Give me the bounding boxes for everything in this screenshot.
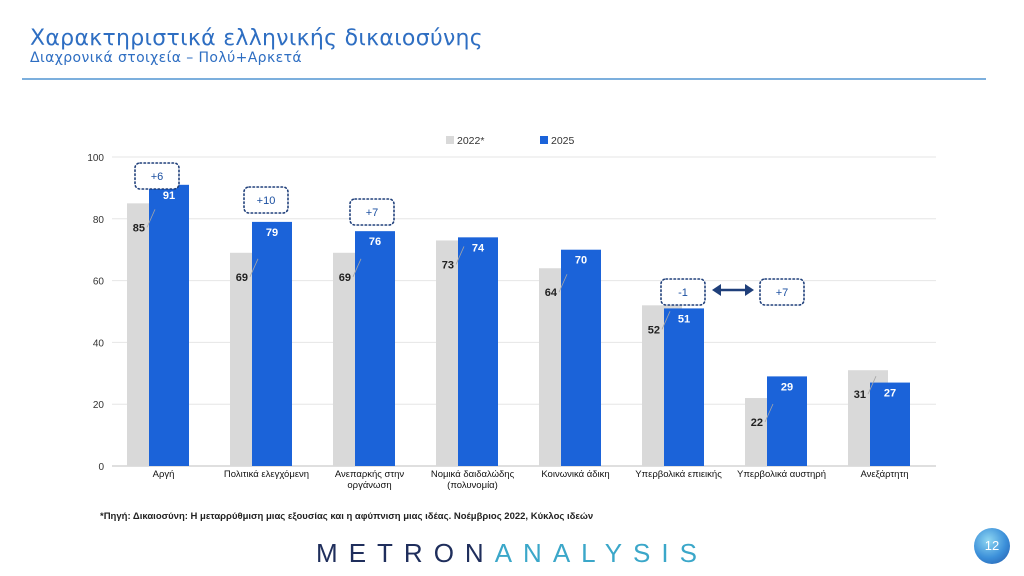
label-leader — [764, 403, 774, 423]
label-leader — [558, 274, 568, 293]
data-label-2022: 69 — [339, 272, 351, 284]
title-divider — [22, 78, 986, 80]
page-number: 12 — [974, 528, 1010, 564]
y-tick-label: 0 — [98, 462, 104, 473]
data-label-2025: 51 — [678, 313, 690, 325]
arrow-head-left — [712, 284, 721, 296]
data-label-2022: 69 — [236, 272, 248, 284]
change-annotation-label: +10 — [257, 195, 276, 207]
x-tick-label: Αργή — [153, 469, 175, 480]
data-label-2022: 22 — [751, 417, 763, 429]
change-annotation-box — [660, 278, 706, 306]
y-tick-label: 80 — [93, 215, 105, 226]
metron-analysis-logo: METRONANALYSIS — [0, 538, 1024, 569]
change-annotation-box — [243, 186, 289, 214]
x-tick-label: Νομικά δαιδαλώδης — [431, 469, 515, 480]
data-label-2025: 76 — [369, 236, 381, 248]
x-tick-label: Κοινωνικά άδικη — [541, 469, 609, 480]
data-label-2025: 29 — [781, 381, 793, 393]
x-tick-label: Πολιτικά ελεγχόμενη — [224, 469, 309, 480]
legend-swatch-2022 — [446, 136, 454, 144]
bar-2025 — [561, 249, 601, 466]
x-tick-label: Ανεξάρτητη — [861, 469, 909, 480]
legend-label-2022: 2022* — [457, 135, 484, 147]
data-label-2025: 27 — [884, 388, 896, 400]
logo-part-analysis: ANALYSIS — [494, 538, 708, 568]
logo-part-metron: METRON — [316, 538, 495, 568]
x-tick-label: οργάνωση — [347, 480, 391, 491]
data-label-2025: 70 — [575, 255, 587, 267]
data-label-2025: 79 — [266, 227, 278, 239]
data-label-2025: 74 — [472, 242, 485, 254]
bar-2025 — [458, 237, 498, 466]
y-tick-label: 100 — [87, 153, 104, 164]
source-note: *Πηγή: Δικαιοσύνη: Η μεταρρύθμιση μιας ε… — [100, 511, 594, 522]
legend-label-2025: 2025 — [551, 135, 575, 147]
y-tick-label: 60 — [93, 277, 105, 288]
label-leader — [146, 209, 156, 228]
change-annotation-box — [349, 198, 395, 226]
data-label-2022: 64 — [545, 287, 558, 299]
data-label-2022: 31 — [854, 389, 866, 401]
change-annotation-label: +7 — [776, 287, 789, 299]
label-leader — [249, 258, 259, 277]
bar-2025 — [870, 382, 910, 466]
x-tick-label: (πολυνομία) — [447, 480, 498, 491]
change-annotation-box — [759, 278, 805, 306]
x-tick-label: Ανεπαρκής στην — [335, 469, 405, 480]
y-tick-label: 20 — [93, 400, 105, 411]
page-title: Χαρακτηριστικά ελληνικής δικαιοσύνης — [30, 26, 484, 51]
bar-2025 — [664, 308, 704, 466]
page-subtitle: Διαχρονικά στοιχεία – Πολύ+Αρκετά — [30, 50, 303, 66]
bar-2025 — [355, 231, 395, 466]
label-leader — [867, 376, 877, 395]
bar-2025 — [767, 376, 807, 466]
arrow-head-right — [745, 284, 754, 296]
x-tick-label: Υπερβολικά επιεικής — [635, 469, 722, 480]
change-annotation-label: +7 — [366, 207, 379, 219]
change-annotation-label: +6 — [151, 171, 164, 183]
y-tick-label: 40 — [93, 338, 105, 349]
data-label-2022: 85 — [133, 222, 145, 234]
x-tick-label: Υπερβολικά αυστηρή — [737, 469, 826, 480]
data-label-2025: 91 — [163, 190, 175, 202]
label-leader — [661, 311, 671, 330]
label-leader — [455, 246, 465, 265]
label-leader — [352, 258, 362, 277]
change-annotation-box — [134, 162, 180, 190]
bar-2025 — [252, 221, 292, 466]
bar-2025 — [149, 184, 189, 466]
data-label-2022: 52 — [648, 324, 660, 336]
change-annotation-label: -1 — [678, 287, 688, 299]
legend-swatch-2025 — [540, 136, 548, 144]
bar-chart: 0 20 40 60 80 100 2022* 2025 85 91 Αργή 69 79 Πολιτικ… — [87, 135, 936, 491]
data-label-2022: 73 — [442, 259, 454, 271]
